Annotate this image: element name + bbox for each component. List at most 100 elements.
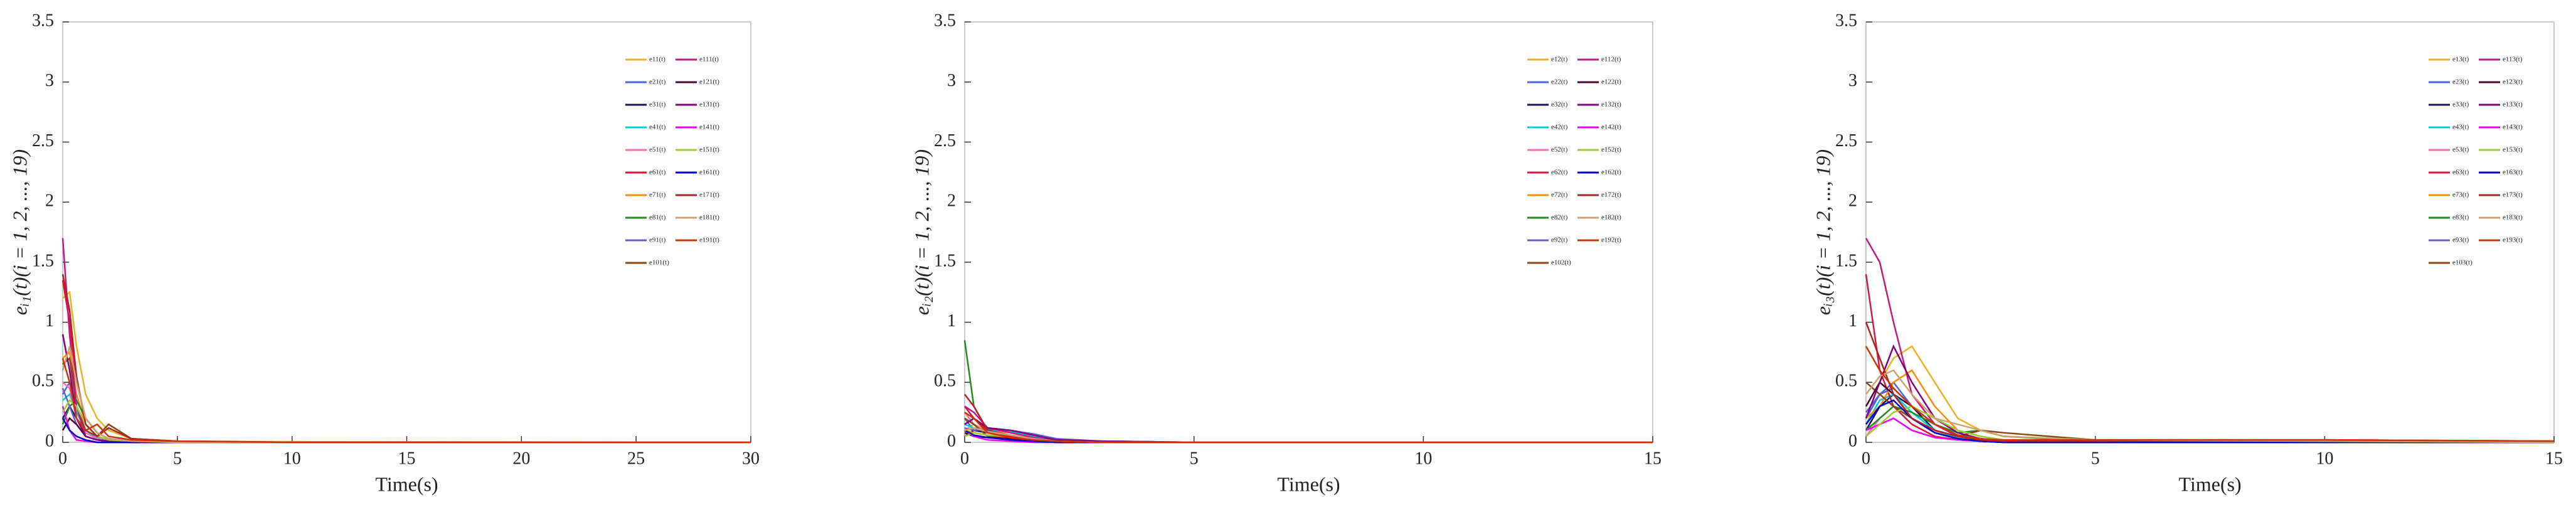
legend-label: e73(t) — [2452, 191, 2469, 199]
y-tick-label: 2 — [45, 191, 54, 211]
legend-label: e132(t) — [1601, 101, 1621, 109]
series-line — [61, 280, 751, 444]
x-tick-label: 10 — [2316, 449, 2333, 468]
y-axis-label: eᵢ₃(t)(i = 1, 2, ..., 19) — [1811, 149, 1834, 315]
legend-label: e12(t) — [1551, 56, 1568, 63]
y-tick-label: 2 — [1848, 191, 1857, 211]
plot-area — [1865, 21, 2555, 443]
x-tick-label: 30 — [742, 449, 760, 468]
legend-label: e42(t) — [1551, 124, 1568, 131]
legend-label: e171(t) — [699, 191, 719, 199]
y-tick-label: 1.5 — [1835, 251, 1857, 270]
series-line — [1865, 399, 2554, 444]
legend-label: e183(t) — [2503, 214, 2523, 221]
series-line — [964, 412, 1653, 444]
x-tick-label: 5 — [1190, 449, 1199, 468]
legend-label: e103(t) — [2452, 259, 2473, 267]
legend-label: e22(t) — [1551, 78, 1568, 86]
legend-label: e191(t) — [699, 237, 719, 244]
y-tick-label: 3 — [45, 71, 54, 90]
legend-label: e43(t) — [2452, 124, 2469, 131]
legend-label: e151(t) — [699, 146, 719, 154]
series-line — [964, 393, 1653, 444]
legend-label: e141(t) — [699, 124, 719, 131]
legend-label: e81(t) — [649, 214, 666, 221]
legend-label: e182(t) — [1601, 214, 1621, 221]
y-tick-label: 2.5 — [934, 131, 956, 151]
legend-label: e181(t) — [699, 214, 719, 221]
legend-label: e152(t) — [1601, 146, 1621, 154]
y-tick-label: 3 — [947, 71, 956, 90]
series-line — [61, 274, 751, 444]
x-tick-label: 15 — [2545, 449, 2563, 468]
legend-label: e93(t) — [2452, 237, 2469, 244]
series-line — [62, 291, 751, 444]
x-tick-label: 25 — [627, 449, 645, 468]
series-line — [61, 238, 751, 444]
y-tick-label: 1.5 — [32, 251, 54, 270]
legend-label: e113(t) — [2503, 56, 2523, 63]
series-line — [61, 358, 751, 444]
series-line — [1865, 274, 2554, 444]
y-tick-label: 1.5 — [934, 251, 956, 270]
legend-label: e131(t) — [699, 101, 719, 109]
plot-area — [62, 21, 751, 443]
legend-label: e133(t) — [2503, 101, 2523, 109]
x-axis-label: Time(s) — [1277, 472, 1340, 495]
legend-label: e71(t) — [649, 191, 666, 199]
x-tick-label: 0 — [58, 449, 67, 468]
legend-label: e102(t) — [1551, 259, 1571, 267]
x-tick-label: 10 — [284, 449, 301, 468]
y-tick-label: 0 — [947, 431, 956, 451]
y-tick-label: 0 — [45, 431, 54, 451]
y-tick-label: 0.5 — [1835, 371, 1857, 391]
legend-label: e121(t) — [699, 78, 719, 86]
y-axis-label: eᵢ₁(t)(i = 1, 2, ..., 19) — [8, 149, 31, 315]
x-axis-label: Time(s) — [375, 472, 438, 495]
legend-label: e122(t) — [1601, 78, 1621, 86]
series-line — [61, 399, 751, 444]
legend-label: e21(t) — [649, 78, 666, 86]
x-tick-label: 5 — [173, 449, 182, 468]
series-line — [1865, 387, 2554, 444]
x-tick-label: 5 — [2091, 449, 2100, 468]
legend-label: e163(t) — [2503, 169, 2523, 176]
y-tick-label: 0.5 — [934, 371, 956, 391]
legend-label: e92(t) — [1551, 237, 1568, 244]
y-tick-label: 3.5 — [934, 11, 956, 30]
x-axis-label: Time(s) — [2178, 472, 2241, 495]
legend-label: e11(t) — [649, 56, 665, 63]
legend-label: e13(t) — [2452, 56, 2469, 63]
legend-label: e162(t) — [1601, 169, 1621, 176]
legend-label: e192(t) — [1601, 237, 1621, 244]
legend-label: e72(t) — [1551, 191, 1568, 199]
legend-label: e53(t) — [2452, 146, 2469, 154]
y-tick-label: 3.5 — [32, 11, 54, 30]
series-line — [61, 380, 751, 444]
y-tick-label: 1 — [947, 311, 956, 331]
y-tick-label: 3 — [1848, 71, 1857, 90]
y-tick-label: 2.5 — [32, 131, 54, 151]
series-line — [1865, 237, 2554, 444]
legend-label: e32(t) — [1551, 101, 1568, 109]
x-tick-label: 0 — [960, 449, 969, 468]
legend-label: e91(t) — [649, 237, 666, 244]
series-line — [61, 346, 751, 444]
x-tick-label: 15 — [398, 449, 416, 468]
legend-label: e51(t) — [649, 146, 666, 154]
legend-label: e61(t) — [649, 169, 666, 176]
y-tick-label: 2 — [947, 191, 956, 211]
legend-label: e33(t) — [2452, 101, 2469, 109]
series-line — [964, 405, 1653, 444]
legend-label: e41(t) — [649, 124, 666, 131]
legend-label: e63(t) — [2452, 169, 2469, 176]
legend-label: e82(t) — [1551, 214, 1568, 221]
series-line — [62, 351, 751, 444]
y-tick-label: 2.5 — [1835, 131, 1857, 151]
x-tick-label: 20 — [512, 449, 530, 468]
series-line — [964, 412, 1653, 444]
series-line — [62, 381, 751, 444]
y-tick-label: 0 — [1848, 431, 1857, 451]
legend-label: e142(t) — [1601, 124, 1621, 131]
